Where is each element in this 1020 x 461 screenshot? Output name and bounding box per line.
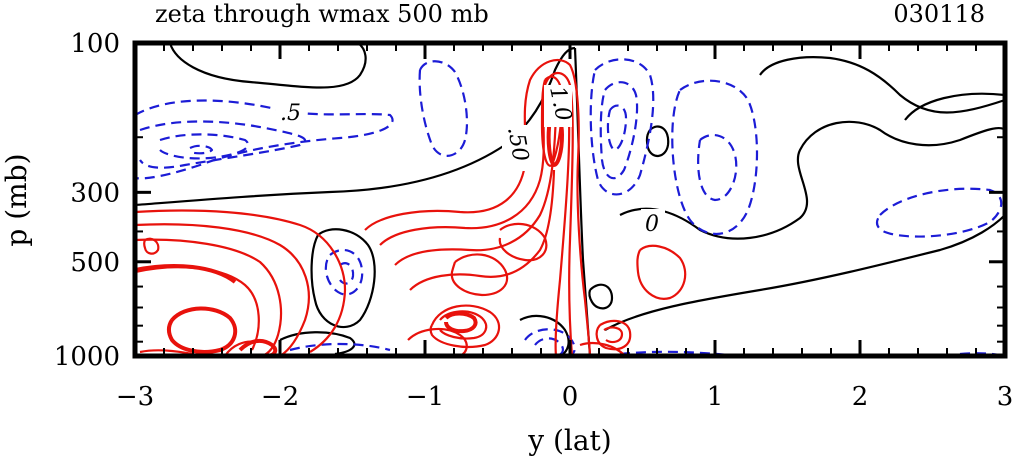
zero-contour (645, 125, 670, 157)
negative-contour (135, 99, 394, 180)
negative-contour (875, 187, 1003, 238)
positive-contour (579, 341, 626, 356)
y-tick-label: 300 (70, 178, 120, 208)
positive-contour (135, 264, 237, 284)
positive-contour (444, 311, 478, 334)
chart-date-label: 030118 (893, 0, 985, 28)
x-tick-label: −1 (406, 382, 444, 412)
negative-contour (697, 133, 738, 202)
contour-label-fifty: .50 (502, 125, 533, 164)
negative-contour (606, 104, 628, 152)
positive-contour (135, 238, 283, 356)
positive-contour (224, 340, 257, 356)
negative-contour (534, 337, 564, 356)
x-tick-labels: −3 −2 −1 0 1 2 3 (116, 382, 1013, 412)
positive-contour (429, 304, 501, 349)
positive-contour (143, 237, 160, 255)
contour-labels: .5 1.0 .50 0 (280, 84, 659, 237)
positive-contour (450, 253, 508, 297)
positive-contour (595, 319, 632, 351)
y-tick-label: 500 (70, 248, 120, 278)
zero-contour (588, 283, 614, 310)
y-axis-label: p (mb) (0, 153, 33, 246)
positive-contour (167, 306, 238, 354)
zero-contour (519, 314, 570, 356)
positive-contour (135, 223, 310, 356)
positive-contours (135, 58, 687, 356)
x-tick-label: 2 (852, 382, 869, 412)
contour-field (135, 43, 1005, 356)
negative-contour (418, 60, 469, 157)
contour-label-half: .5 (280, 101, 301, 126)
positive-contour (439, 310, 488, 340)
axis-ticks (133, 41, 1007, 358)
y-tick-labels: 100 300 500 1000 (54, 29, 120, 372)
zero-contour (759, 56, 1005, 114)
x-tick-label: 0 (562, 382, 579, 412)
zero-contour (904, 92, 1005, 121)
negative-contour (189, 144, 214, 155)
negative-contour (589, 58, 655, 196)
negative-contour (289, 342, 391, 352)
zero-contour (168, 43, 367, 89)
positive-contour (498, 222, 548, 262)
positive-contour (407, 327, 468, 356)
negative-contours (135, 58, 1005, 356)
positive-contour (364, 58, 592, 356)
x-tick-label: 1 (707, 382, 724, 412)
y-tick-label: 100 (70, 29, 120, 59)
negative-contour (159, 133, 250, 160)
negative-contour (671, 79, 759, 235)
zero-contour (135, 46, 576, 207)
contour-label-zero: 0 (645, 212, 659, 237)
negative-contour (139, 120, 307, 169)
positive-contour (409, 169, 556, 291)
positive-contour (135, 209, 347, 353)
x-axis-label: y (lat) (527, 424, 611, 457)
zero-contour (310, 228, 376, 329)
positive-contour (636, 244, 687, 300)
zero-contour (604, 214, 1005, 331)
x-tick-label: −3 (116, 382, 154, 412)
x-tick-label: −2 (261, 382, 299, 412)
chart-title: zeta through wmax 500 mb (155, 0, 489, 28)
x-tick-label: 3 (997, 382, 1014, 412)
negative-contour (599, 81, 639, 180)
zero-contour (619, 120, 1005, 240)
positive-contour (603, 326, 624, 344)
negative-contour (324, 248, 364, 296)
y-tick-label: 1000 (54, 342, 120, 372)
